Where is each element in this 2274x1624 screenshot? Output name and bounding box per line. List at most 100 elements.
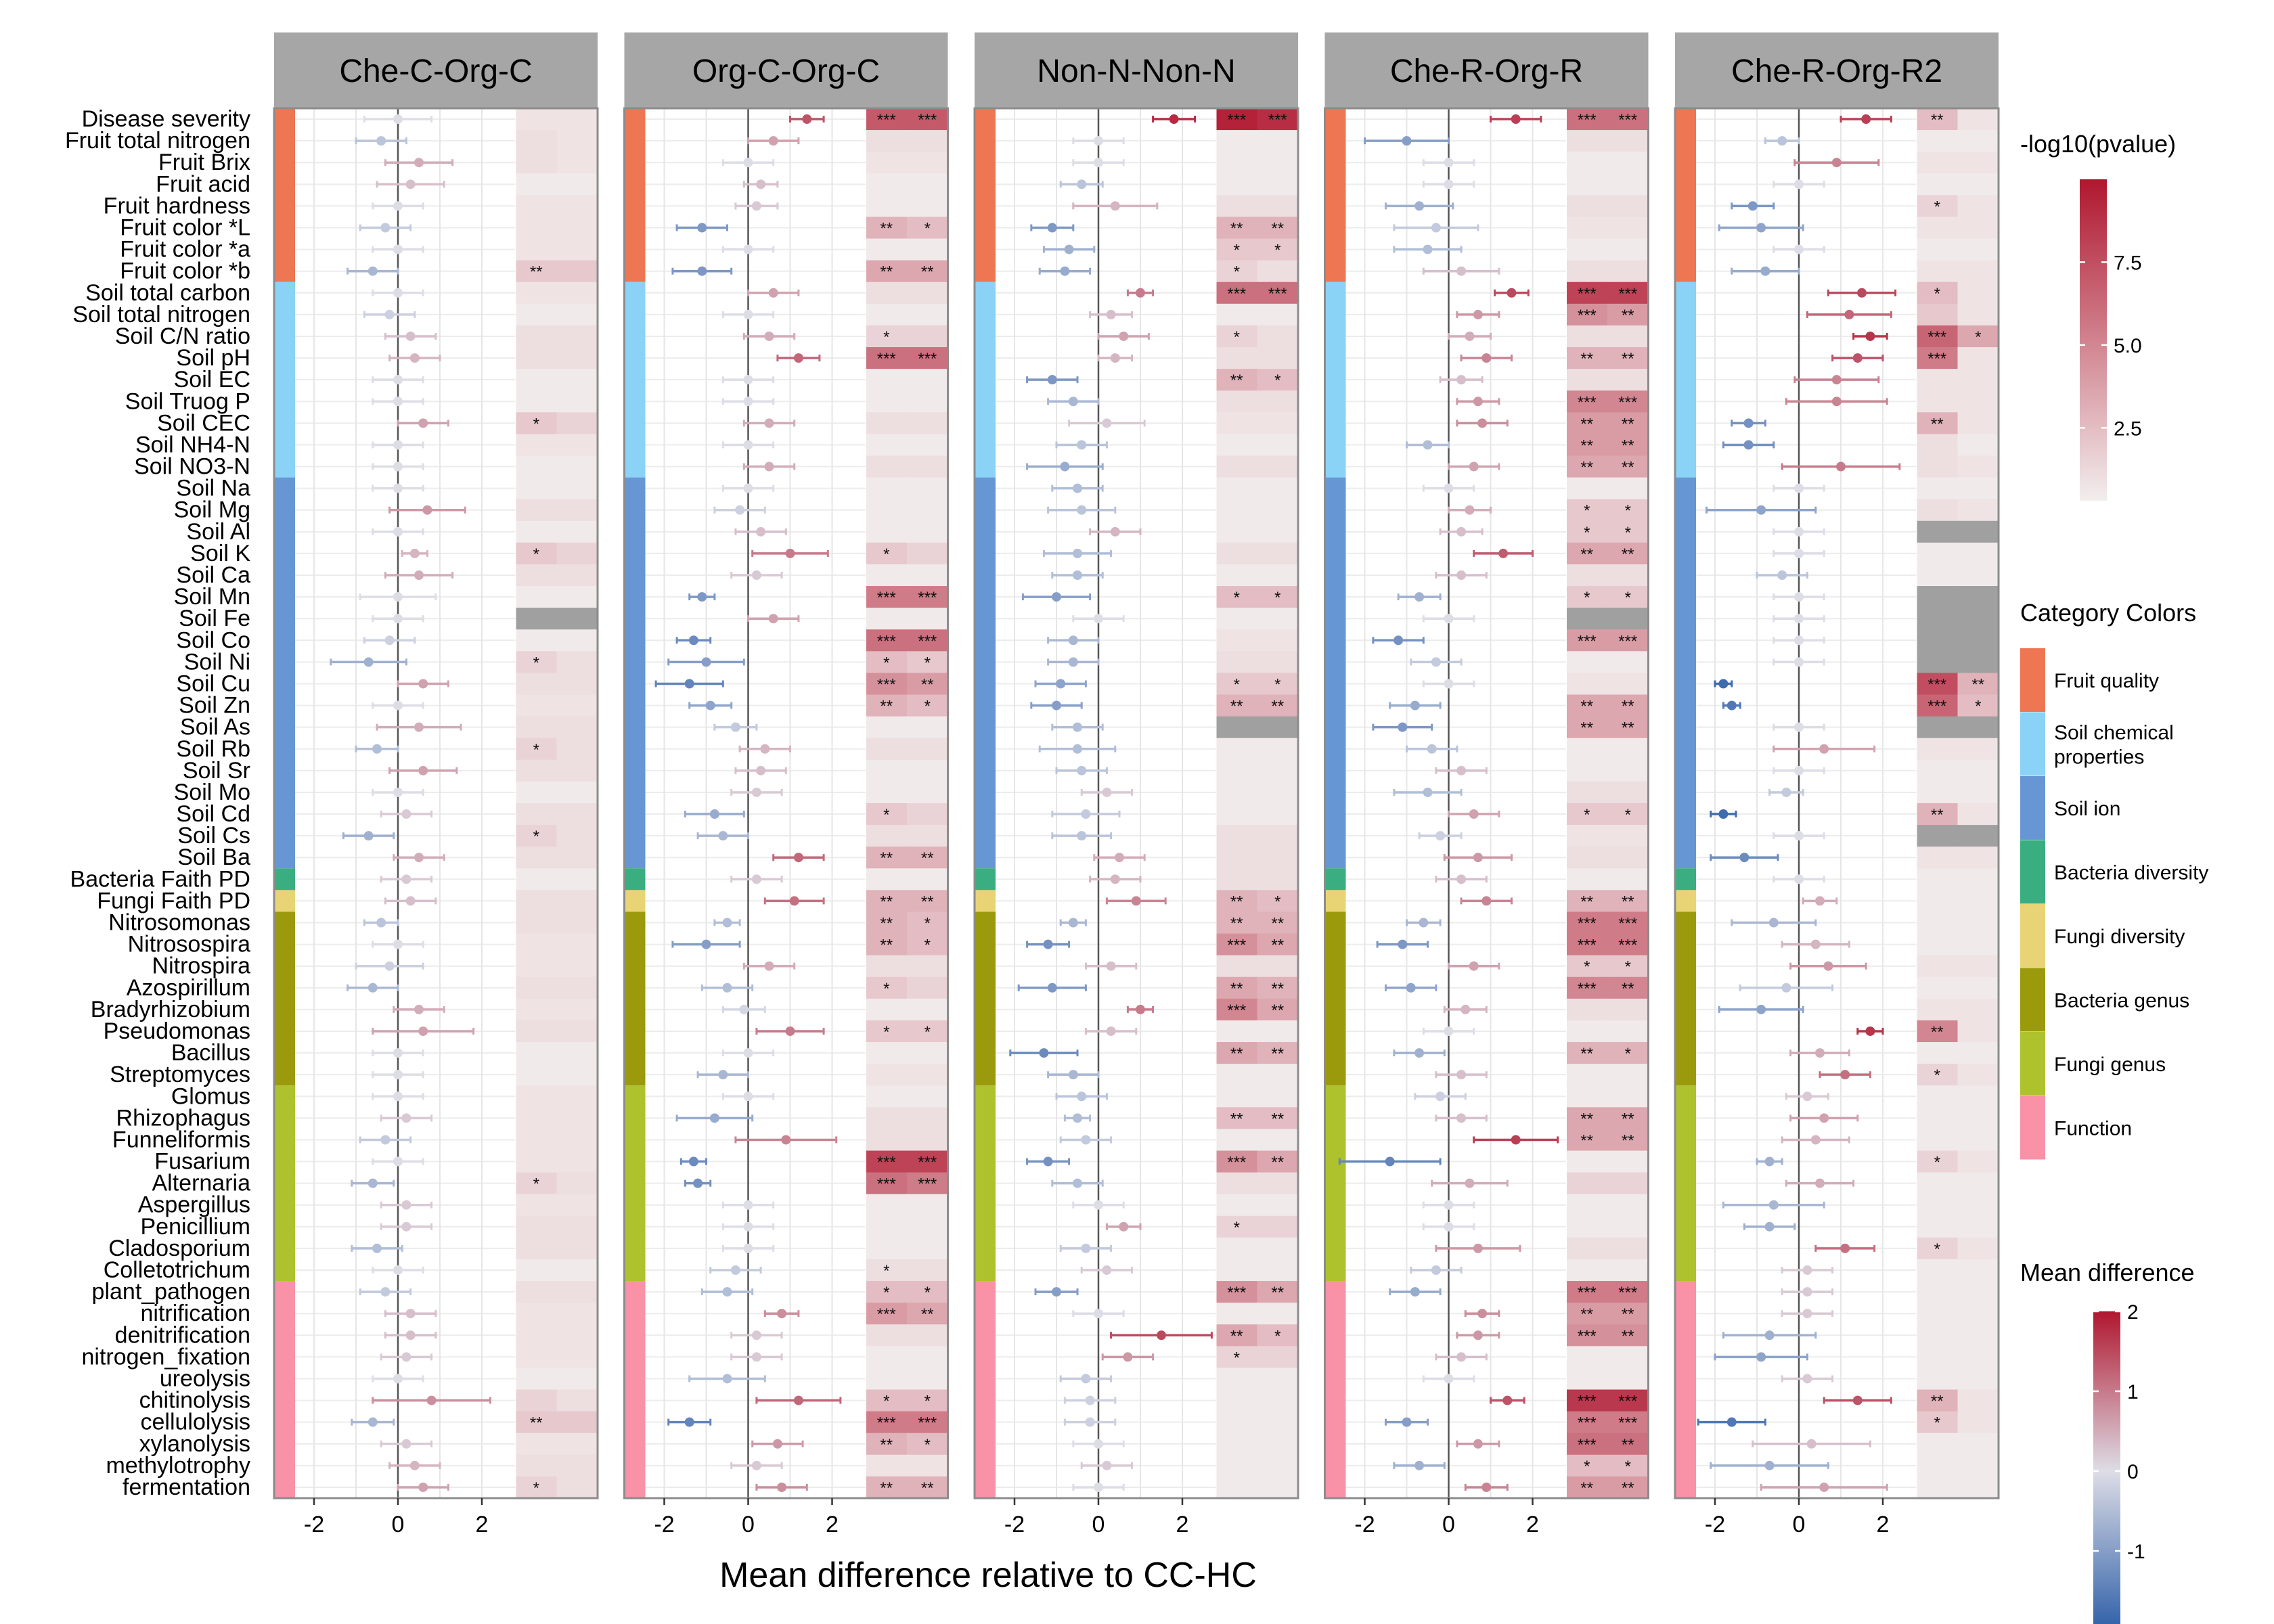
mean-point <box>1077 179 1087 189</box>
heat-cell <box>1566 217 1608 240</box>
heat-cell <box>516 976 557 999</box>
panel: Org-C-Org-C*** ***** *** ****** ******* *****… <box>623 32 949 1537</box>
mean-point <box>1094 1482 1103 1492</box>
significance-label: * <box>883 1393 889 1411</box>
y-label: Fruit hardness <box>104 193 250 219</box>
heat-cell <box>516 629 557 652</box>
significance-label: ** <box>880 1436 893 1454</box>
mean-point <box>1465 331 1475 341</box>
heat-cell <box>1566 629 1608 652</box>
category-legend-swatch <box>2020 1032 2045 1096</box>
heat-cell <box>1917 1064 1958 1086</box>
mean-point <box>709 1113 719 1123</box>
heat-cell <box>1957 976 1999 999</box>
heat-cell <box>516 825 557 847</box>
heat-cell <box>516 130 557 152</box>
heat-cell <box>516 217 557 240</box>
y-label: Colletotrichum <box>104 1257 250 1283</box>
significance-label: ** <box>1230 698 1243 716</box>
mean-point <box>743 244 753 254</box>
mean-point <box>1444 158 1454 168</box>
significance-label: ** <box>1622 436 1634 455</box>
mean-point <box>1473 1243 1483 1253</box>
heat-cell <box>1607 347 1649 369</box>
heat-cell <box>1216 1324 1257 1347</box>
heat-cell <box>1957 911 1999 934</box>
heat-cell <box>1607 1259 1649 1282</box>
heat-cell <box>866 738 908 761</box>
heat-cell <box>907 1433 948 1456</box>
heat-cell <box>1917 694 1958 717</box>
heat-cell <box>556 412 598 434</box>
mean-point <box>393 700 403 710</box>
mean-point <box>1073 1178 1082 1188</box>
y-label: Soil C/N ratio <box>115 323 250 349</box>
heat-cell <box>1917 1042 1958 1064</box>
heat-cell <box>1917 1172 1958 1195</box>
heat-cell <box>1957 173 1999 196</box>
heat-cell <box>866 629 908 652</box>
heat-cell <box>556 955 598 978</box>
heat-cell <box>1917 303 1958 326</box>
heat-cell <box>556 1411 598 1434</box>
heat-cell <box>866 1064 908 1086</box>
heat-cell <box>516 1433 557 1456</box>
y-label: Funneliformis <box>112 1127 250 1152</box>
mean-point <box>1802 1265 1812 1276</box>
heat-cell <box>1566 976 1608 999</box>
category-legend-label: Soil ion <box>2054 798 2120 820</box>
heat-cell <box>556 586 598 608</box>
heat-cell <box>1216 781 1257 804</box>
y-label: Soil K <box>190 541 250 566</box>
heat-cell <box>1216 586 1257 608</box>
mean-point <box>743 440 753 450</box>
y-label: Pseudomonas <box>104 1018 250 1044</box>
mean-point <box>418 765 428 775</box>
heat-cell <box>1257 412 1299 434</box>
heat-cell <box>1917 281 1958 304</box>
heat-cell <box>556 390 598 413</box>
mean-point <box>1794 722 1804 732</box>
mean-point <box>1073 744 1082 754</box>
mean-point <box>367 1178 378 1188</box>
significance-label: * <box>1234 263 1240 281</box>
mean-point <box>1794 592 1804 602</box>
heat-cell <box>516 390 557 413</box>
mean-point <box>743 1221 753 1232</box>
significance-label: *** <box>1578 915 1597 933</box>
heat-cell <box>1917 347 1958 369</box>
heat-cell <box>1566 1433 1608 1456</box>
mean-point <box>1756 505 1766 515</box>
y-label: Soil NH4-N <box>135 432 250 457</box>
heat-cell <box>907 1194 948 1217</box>
heat-cell <box>1566 868 1608 890</box>
mean-point <box>1819 744 1829 754</box>
category-legend-swatch <box>2020 712 2045 776</box>
heat-cell <box>866 651 908 673</box>
heat-cell <box>1216 108 1257 131</box>
y-label: Soil Na <box>176 476 250 501</box>
y-label: nitrogen_fixation <box>81 1344 250 1370</box>
category-strip-segment <box>275 868 295 890</box>
heat-cell <box>1607 1064 1649 1086</box>
significance-label: *** <box>877 632 896 650</box>
heat-cell <box>1257 1476 1299 1499</box>
heat-cell <box>1607 651 1649 673</box>
heat-cell <box>1957 847 1999 869</box>
significance-label: ** <box>1931 415 1944 433</box>
heat-cell <box>907 1237 948 1260</box>
x-tick-label: 0 <box>392 1512 405 1537</box>
significance-label: *** <box>1268 285 1287 303</box>
category-strip-segment <box>1676 477 1696 869</box>
mean-point <box>1473 853 1483 863</box>
mean-point <box>414 570 424 581</box>
heat-cell <box>1566 825 1608 847</box>
mean-point <box>684 679 694 689</box>
mean-point <box>1110 201 1120 211</box>
legends: -log10(pvalue) 2.5 5.0 7.5 Category Colors Fr… <box>2020 130 2208 1624</box>
heat-cell <box>1257 390 1299 413</box>
mean-point <box>1068 657 1078 667</box>
heat-cell <box>866 347 908 369</box>
significance-label: *** <box>1578 1436 1597 1454</box>
significance-label: * <box>1975 698 1981 716</box>
